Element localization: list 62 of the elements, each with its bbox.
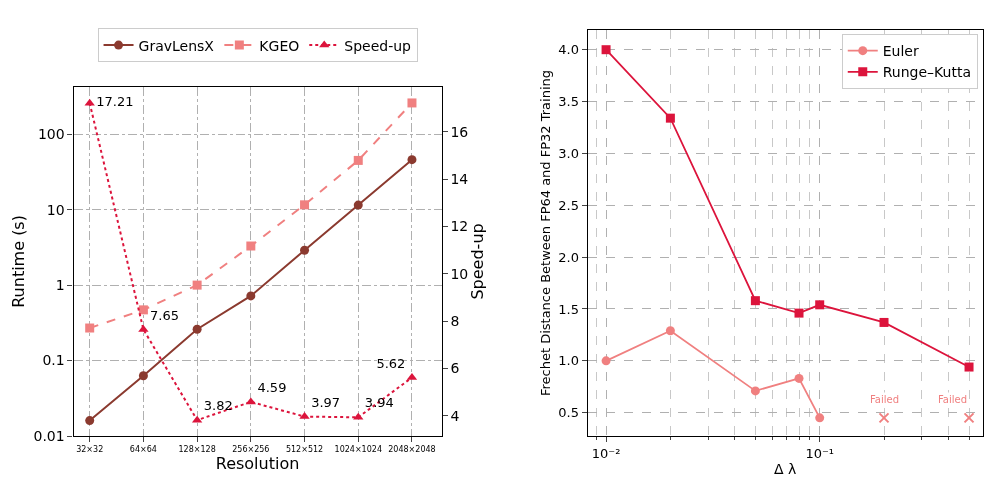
- x-tick-label: 64×64: [129, 444, 157, 454]
- y-tick-label: 10: [46, 201, 65, 218]
- y2-tick-label: 6: [450, 360, 460, 377]
- data-label: 3.82: [203, 398, 233, 414]
- x-tick-label: 128×128: [178, 444, 216, 454]
- legend-label: KGEO: [259, 37, 300, 54]
- data-label: 4.59: [257, 380, 287, 396]
- y-tick-label: 4.0: [558, 42, 579, 58]
- x-axis-title: Δ λ: [774, 461, 797, 477]
- y-tick-label: 1: [55, 277, 65, 294]
- annotation: Failed: [870, 394, 900, 405]
- x-tick-label: 10⁻¹: [805, 445, 835, 461]
- data-label: 17.21: [96, 94, 134, 110]
- x-tick-label: 2048×2048: [388, 444, 436, 454]
- point: [85, 416, 95, 426]
- y-tick-label: 2.5: [558, 197, 579, 213]
- y-tick-label: 0.5: [558, 405, 579, 421]
- point: [85, 323, 95, 333]
- y2-axis-title: Speed-up: [468, 223, 488, 300]
- annotation: Failed: [938, 394, 968, 405]
- y-tick-label: 3.5: [558, 94, 579, 110]
- x-tick-label: 1024×1024: [334, 444, 382, 454]
- y-tick-label: 1.5: [558, 301, 579, 317]
- point: [246, 291, 256, 301]
- point: [192, 324, 202, 334]
- legend-label: Speed-up: [344, 37, 412, 54]
- x-tick-label: 32×32: [76, 444, 104, 454]
- point: [353, 155, 363, 165]
- data-label: 7.65: [150, 307, 179, 323]
- y2-tick-label: 14: [450, 171, 469, 188]
- point: [138, 305, 148, 315]
- x-tick-label: 512×512: [285, 444, 324, 454]
- y2-tick-label: 10: [450, 265, 469, 282]
- point: [300, 245, 310, 255]
- x-tick-label: 10⁻²: [591, 445, 621, 461]
- point: [353, 200, 363, 210]
- point: [407, 155, 417, 165]
- data-label: 5.62: [376, 355, 406, 371]
- x-tick-label: 256×256: [232, 444, 270, 454]
- legend-label: GravLensX: [138, 37, 215, 54]
- y-tick-label: 1.0: [558, 353, 579, 369]
- legend-label: Runge–Kutta: [882, 64, 972, 81]
- y-tick-label: 2.0: [558, 249, 579, 265]
- point: [138, 371, 148, 381]
- data-label: 3.94: [364, 395, 394, 411]
- point: [192, 280, 202, 290]
- legend-label: Euler: [882, 43, 919, 60]
- y-tick-label: 0.1: [42, 352, 65, 369]
- y-tick-label: 3.0: [558, 145, 579, 161]
- data-label: 3.97: [311, 394, 341, 410]
- point: [407, 98, 417, 108]
- y-axis-title: Runtime (s): [9, 215, 29, 308]
- y-tick-label: 100: [37, 126, 65, 143]
- y2-tick-label: 16: [450, 123, 469, 140]
- y-axis-title: Frechet Distance Between FP64 and FP32 Training: [538, 69, 554, 397]
- y2-tick-label: 8: [450, 313, 460, 330]
- y2-tick-label: 4: [450, 407, 460, 424]
- point: [300, 200, 310, 210]
- y2-tick-label: 12: [450, 218, 469, 235]
- x-axis-title: Resolution: [215, 453, 300, 473]
- y-tick-label: 0.01: [33, 427, 65, 444]
- point: [246, 241, 256, 251]
